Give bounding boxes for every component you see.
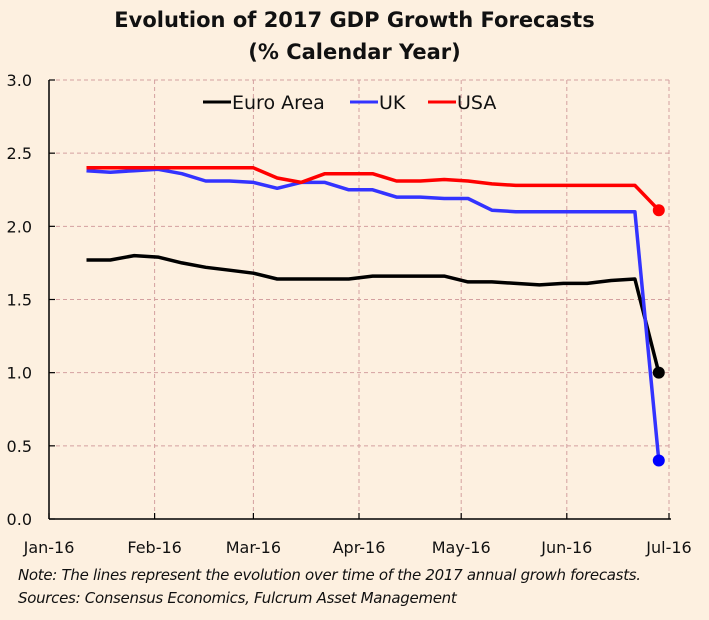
series-end-marker-usa — [652, 204, 665, 217]
series-lines — [86, 166, 665, 467]
series-line-euro-area — [86, 253, 661, 374]
y-tick-label: 2.5 — [7, 144, 32, 163]
x-tick-label: Feb-16 — [127, 538, 181, 557]
x-tick-label: Mar-16 — [226, 538, 281, 557]
x-axis-ticks: Jan-16 Feb-16 Mar-16 Apr-16 May-16 Jun-16 Jul-… — [23, 513, 692, 557]
x-tick-label: Jun-16 — [540, 538, 592, 557]
legend-label-usa: USA — [457, 92, 496, 114]
legend-label-euro-area: Euro Area — [232, 92, 325, 114]
y-tick-label: 3.0 — [7, 71, 32, 90]
series-end-marker-euro-area — [652, 366, 665, 379]
series-line-uk — [86, 167, 661, 461]
x-tick-label: Apr-16 — [333, 538, 386, 557]
y-tick-label: 0.0 — [7, 510, 32, 529]
x-tick-label: May-16 — [432, 538, 491, 557]
y-tick-label: 0.5 — [7, 437, 32, 456]
sources-text: Sources: Consensus Economics, Fulcrum As… — [18, 589, 457, 607]
x-tick-label: Jan-16 — [23, 538, 75, 557]
series-line-usa — [86, 166, 661, 212]
legend-label-uk: UK — [379, 92, 406, 114]
x-tick-label: Jul-16 — [645, 538, 691, 557]
legend: Euro Area UK USA — [203, 92, 496, 114]
y-tick-label: 2.0 — [7, 217, 32, 236]
series-end-marker-uk — [652, 454, 665, 467]
grid-lines — [49, 79, 670, 519]
note-text: Note: The lines represent the evolution … — [18, 566, 641, 584]
y-tick-label: 1.5 — [7, 291, 32, 310]
y-axis-ticks: 0.0 0.5 1.0 1.5 2.0 2.5 3.0 — [7, 71, 55, 529]
y-tick-label: 1.0 — [7, 364, 32, 383]
chart-subtitle: (% Calendar Year) — [248, 40, 461, 64]
chart-title: Evolution of 2017 GDP Growth Forecasts — [114, 8, 595, 32]
